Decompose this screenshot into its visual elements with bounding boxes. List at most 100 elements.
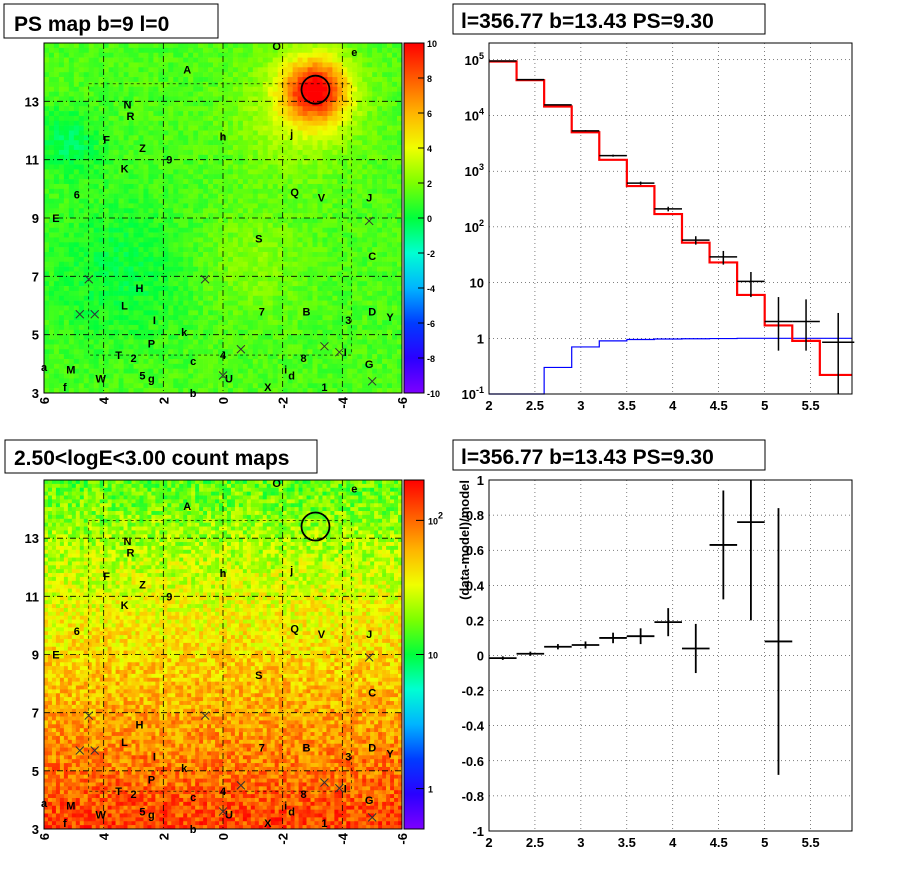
map-pixel [93,86,99,92]
map-pixel [382,388,388,394]
map-pixel [342,106,348,112]
map-pixel [267,91,274,97]
map-pixel [163,373,169,379]
map-pixel [287,174,293,180]
map-pixel [158,72,164,78]
map-pixel [357,198,363,204]
map-pixel [98,261,104,267]
map-pixel [138,67,144,73]
map-pixel [183,154,189,160]
map-pixel [262,320,269,326]
map-pixel [262,52,269,58]
map-pixel [158,373,164,379]
map-pixel [227,237,234,243]
map-pixel [257,188,264,194]
map-pixel [242,358,249,365]
map-pixel [213,188,219,194]
map-pixel [108,339,114,345]
map-pixel [223,329,229,335]
map-pixel [282,305,288,311]
map-pixel [292,276,298,282]
map-pixel [73,261,80,267]
map-pixel [247,130,254,136]
map-pixel [232,72,239,78]
map-pixel [327,237,333,243]
map-pixel [237,378,244,384]
map-pixel [133,43,139,49]
map-pixel [163,305,169,311]
map-pixel [232,111,239,117]
map-pixel [227,106,234,112]
map-pixel [377,159,383,165]
map-pixel [123,72,129,78]
map-pixel [357,188,363,194]
map-pixel [103,81,109,88]
map-pixel [362,305,368,311]
map-pixel [252,169,259,175]
map-pixel [307,286,313,292]
map-pixel [232,62,239,68]
map-pixel [148,310,154,316]
map-pixel [357,222,363,229]
map-pixel [63,300,70,306]
map-pixel [367,213,373,219]
map-pixel [218,125,224,131]
map-pixel [173,77,179,83]
map-pixel [123,349,129,355]
map-pixel [237,140,244,146]
map-pixel [272,363,278,369]
map-pixel [257,213,264,219]
map-pixel [327,368,333,374]
map-pixel [367,368,373,374]
map-pixel [208,256,214,263]
map-pixel [183,67,189,73]
map-pixel [93,349,99,355]
map-pixel [123,47,129,54]
map-pixel [68,252,75,258]
map-pixel [44,378,50,384]
map-pixel [158,276,164,282]
map-pixel [297,290,303,297]
map-pixel [282,349,288,355]
map-pixel [143,324,149,331]
map-pixel [73,72,80,78]
map-pixel [113,67,119,73]
map-pixel [58,169,65,175]
map-pixel [133,81,139,88]
map-pixel [48,334,55,340]
map-pixel [223,354,229,360]
map-pixel [98,159,104,165]
map-pixel [53,320,60,326]
map-pixel [123,344,129,350]
map-pixel [382,43,388,49]
map-pixel [252,247,259,253]
map-pixel [262,237,269,243]
map-pixel [103,378,109,384]
map-pixel [252,261,259,267]
map-pixel [98,373,104,379]
map-pixel [242,164,249,170]
map-pixel [143,252,149,258]
map-pixel [242,169,249,175]
map-pixel [83,91,90,97]
map-pixel [327,281,333,287]
map-pixel [332,91,338,97]
map-pixel [242,290,249,297]
map-pixel [218,339,224,345]
map-pixel [232,222,239,229]
map-pixel [53,242,60,248]
map-pixel [347,315,353,321]
map-pixel [44,305,50,311]
map-pixel [372,329,378,335]
map-pixel [218,252,224,258]
map-pixel [262,111,269,117]
map-pixel [203,242,209,248]
map-pixel [242,154,249,160]
map-pixel [342,252,348,258]
map-pixel [257,62,264,68]
map-pixel [163,208,169,214]
map-pixel [292,154,298,160]
map-pixel [168,159,174,165]
map-pixel [247,247,254,253]
map-pixel [188,276,194,282]
